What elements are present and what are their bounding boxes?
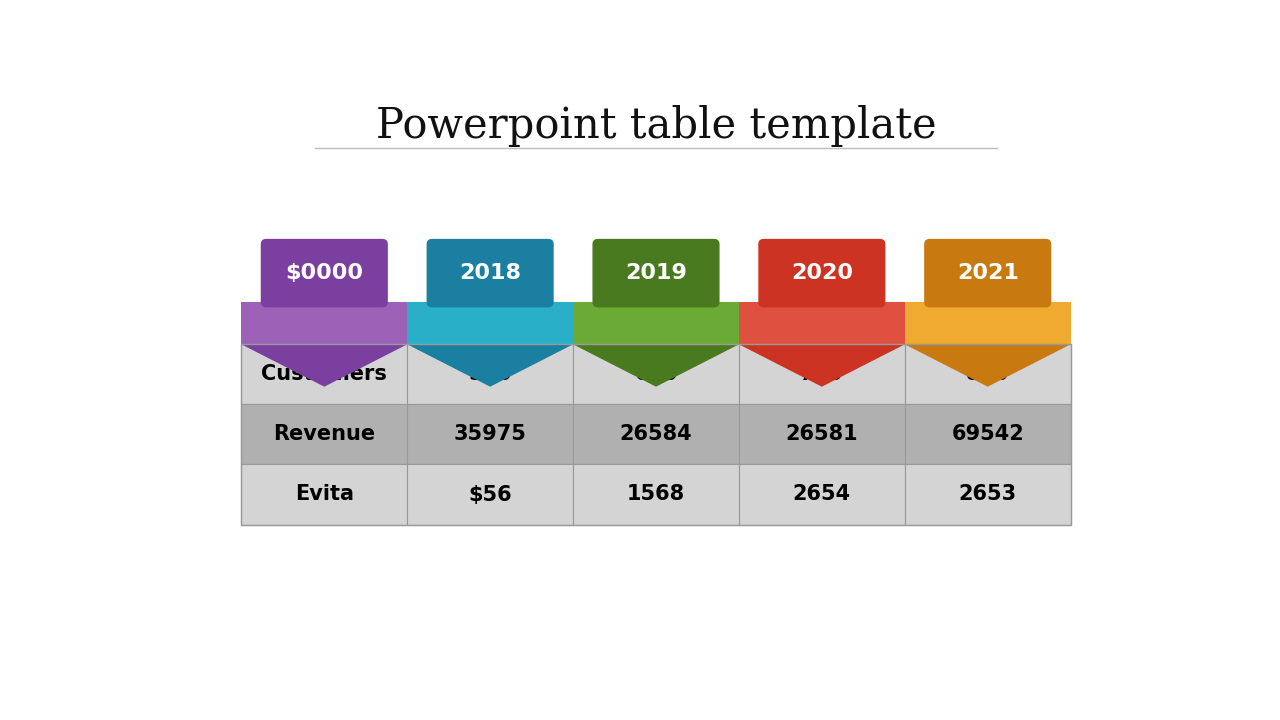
Polygon shape <box>739 344 905 387</box>
Text: 700: 700 <box>800 364 844 384</box>
Text: 35975: 35975 <box>453 424 526 444</box>
Polygon shape <box>242 344 407 387</box>
Bar <box>242 405 407 464</box>
Polygon shape <box>905 344 1070 387</box>
FancyBboxPatch shape <box>924 239 1051 307</box>
Text: 2018: 2018 <box>460 263 521 283</box>
Text: 600: 600 <box>635 364 677 384</box>
Text: Revenue: Revenue <box>273 424 375 444</box>
Text: Customers: Customers <box>261 364 388 384</box>
Text: 69542: 69542 <box>951 424 1024 444</box>
Text: $0000: $0000 <box>285 263 364 283</box>
Bar <box>407 302 573 344</box>
Text: Evita: Evita <box>294 485 353 505</box>
Bar <box>242 302 407 344</box>
Text: 1568: 1568 <box>627 485 685 505</box>
Bar <box>573 464 739 525</box>
Text: 26581: 26581 <box>786 424 858 444</box>
Text: 26584: 26584 <box>620 424 692 444</box>
Bar <box>407 405 573 464</box>
Text: 2019: 2019 <box>625 263 687 283</box>
Bar <box>739 344 905 405</box>
Bar <box>573 405 739 464</box>
Bar <box>739 464 905 525</box>
FancyBboxPatch shape <box>426 239 554 307</box>
Polygon shape <box>573 344 739 387</box>
Bar <box>242 344 407 405</box>
Text: 2654: 2654 <box>792 485 851 505</box>
FancyBboxPatch shape <box>261 239 388 307</box>
Text: 2021: 2021 <box>956 263 1019 283</box>
Text: 2653: 2653 <box>959 485 1016 505</box>
FancyBboxPatch shape <box>593 239 719 307</box>
Text: $56: $56 <box>468 485 512 505</box>
Text: 800: 800 <box>966 364 1010 384</box>
Bar <box>905 464 1070 525</box>
Bar <box>407 464 573 525</box>
Bar <box>573 344 739 405</box>
Text: 500: 500 <box>468 364 512 384</box>
Bar <box>573 302 739 344</box>
Text: 2020: 2020 <box>791 263 852 283</box>
Bar <box>242 464 407 525</box>
Polygon shape <box>407 344 573 387</box>
FancyBboxPatch shape <box>758 239 886 307</box>
Bar <box>739 405 905 464</box>
Text: Powerpoint table template: Powerpoint table template <box>376 105 936 148</box>
Bar <box>242 344 1070 525</box>
Bar <box>905 405 1070 464</box>
Bar <box>905 344 1070 405</box>
Bar <box>905 302 1070 344</box>
Bar <box>739 302 905 344</box>
Bar <box>407 344 573 405</box>
